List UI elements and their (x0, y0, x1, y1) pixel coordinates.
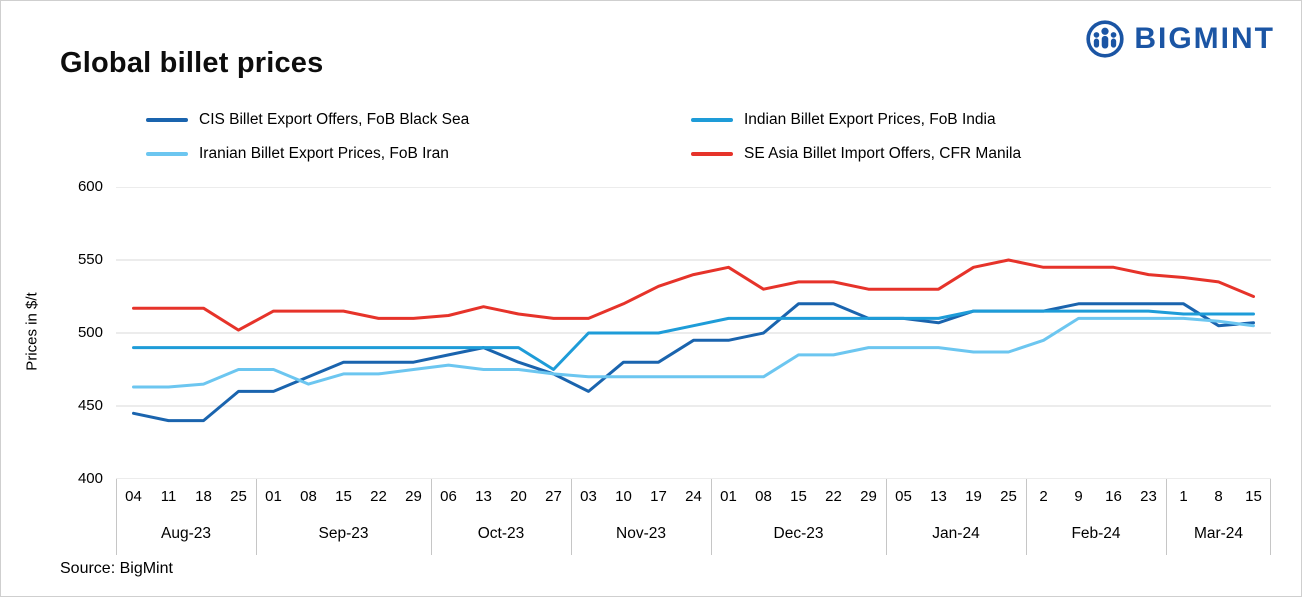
legend-item-indian: Indian Billet Export Prices, FoB India (691, 111, 1021, 129)
month-separator (116, 479, 117, 555)
x-tick-label: 01 (265, 488, 282, 505)
x-tick-label: 13 (930, 488, 947, 505)
month-label: Jan-24 (932, 525, 980, 542)
x-tick-label: 27 (545, 488, 562, 505)
page-title: Global billet prices (60, 47, 324, 79)
legend-label-cis: CIS Billet Export Offers, FoB Black Sea (199, 111, 470, 128)
x-tick-label: 29 (860, 488, 877, 505)
month-separator (1270, 479, 1271, 555)
x-tick-label: 11 (160, 488, 177, 505)
x-tick-label: 19 (965, 488, 982, 505)
month-separator (886, 479, 887, 555)
x-tick-label: 04 (125, 488, 142, 505)
x-tick-label: 2 (1039, 488, 1048, 505)
legend-item-iranian: Iranian Billet Export Prices, FoB Iran (146, 145, 691, 163)
x-tick-label: 18 (195, 488, 212, 505)
x-tick-label: 15 (790, 488, 807, 505)
y-axis-ticks: 400 450 500 550 600 (53, 178, 103, 487)
x-tick-label: 15 (1245, 488, 1262, 505)
month-label: Sep-23 (318, 525, 369, 542)
bigmint-logo-text: BIGMINT (1134, 22, 1275, 55)
legend-label-indian: Indian Billet Export Prices, FoB India (744, 111, 996, 128)
x-tick-label: 13 (475, 488, 492, 505)
y-tick-label: 600 (77, 178, 103, 195)
month-label: Feb-24 (1071, 525, 1121, 542)
month-separator (1166, 479, 1167, 555)
x-tick-label: 06 (440, 488, 457, 505)
legend-label-seasia: SE Asia Billet Import Offers, CFR Manila (744, 145, 1022, 162)
month-label: Dec-23 (773, 525, 824, 542)
legend-item-cis: CIS Billet Export Offers, FoB Black Sea (146, 111, 691, 129)
legend-swatch-iranian (146, 152, 188, 156)
month-label: Nov-23 (616, 525, 666, 542)
x-tick-label: 05 (895, 488, 912, 505)
bigmint-logo: BIGMINT (1085, 19, 1275, 59)
y-axis-title: Prices in $/t (23, 292, 41, 371)
month-separator (711, 479, 712, 555)
y-tick-label: 400 (77, 470, 103, 487)
x-tick-label: 29 (405, 488, 422, 505)
x-tick-label: 9 (1074, 488, 1083, 505)
x-tick-label: 1 (1179, 488, 1188, 505)
month-separator (431, 479, 432, 555)
series-line (132, 302, 1255, 423)
x-tick-label: 25 (230, 488, 247, 505)
legend-swatch-cis (146, 118, 188, 122)
x-tick-label: 08 (300, 488, 317, 505)
x-tick-label: 25 (1000, 488, 1017, 505)
x-tick-label: 17 (650, 488, 667, 505)
legend: CIS Billet Export Offers, FoB Black Sea … (146, 111, 1021, 163)
x-tick-label: 08 (755, 488, 772, 505)
month-label: Aug-23 (161, 525, 211, 542)
x-tick-label: 03 (580, 488, 597, 505)
x-tick-label: 16 (1105, 488, 1122, 505)
x-tick-label: 22 (825, 488, 842, 505)
x-tick-label: 20 (510, 488, 527, 505)
series-line (132, 309, 1255, 371)
legend-label-iranian: Iranian Billet Export Prices, FoB Iran (199, 145, 449, 162)
y-tick-label: 500 (77, 324, 103, 341)
legend-item-seasia: SE Asia Billet Import Offers, CFR Manila (691, 145, 1021, 163)
x-tick-label: 01 (720, 488, 737, 505)
plot-area (116, 187, 1271, 479)
month-separator (1026, 479, 1027, 555)
y-tick-label: 550 (77, 251, 103, 268)
x-tick-label: 10 (615, 488, 632, 505)
legend-swatch-seasia (691, 152, 733, 156)
x-tick-label: 15 (335, 488, 352, 505)
legend-swatch-indian (691, 118, 733, 122)
series-line (132, 316, 1255, 389)
x-axis: 04 11 18 25 01 08 15 22 29 06 13 20 27 03 10 17 24 01 08 15… (116, 479, 1271, 557)
y-tick-label: 450 (77, 397, 103, 414)
month-separator (256, 479, 257, 555)
series-line (132, 258, 1255, 332)
x-tick-label: 23 (1140, 488, 1157, 505)
month-separator (571, 479, 572, 555)
x-tick-label: 24 (685, 488, 702, 505)
month-label: Mar-24 (1193, 525, 1244, 542)
month-label: Oct-23 (477, 525, 525, 542)
bigmint-logo-icon (1086, 20, 1124, 58)
x-tick-label: 8 (1214, 488, 1223, 505)
x-tick-label: 22 (370, 488, 387, 505)
source-note: Source: BigMint (60, 560, 173, 577)
